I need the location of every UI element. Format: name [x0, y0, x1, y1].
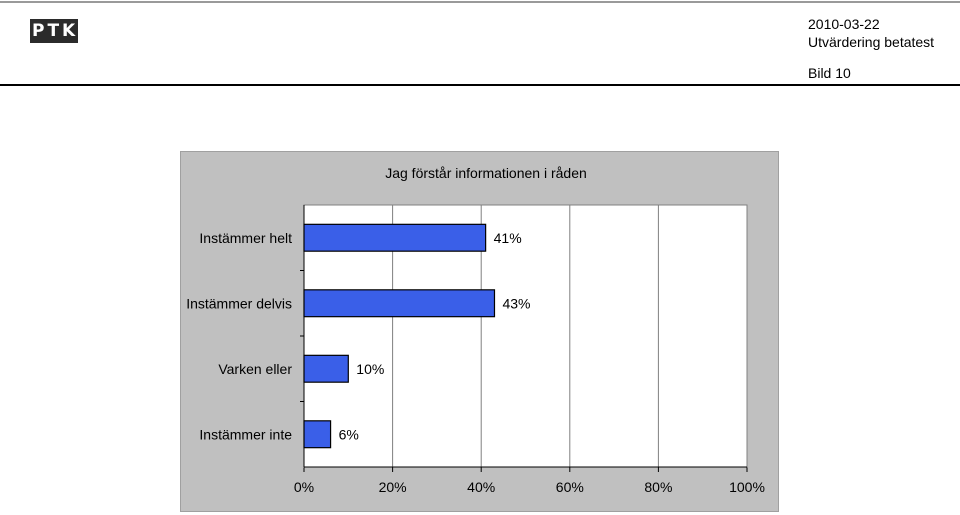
x-tick-label: 40%: [467, 479, 495, 495]
slide-number: Bild 10: [808, 65, 851, 81]
x-tick-label: 0%: [294, 479, 314, 495]
data-label: 43%: [502, 295, 530, 311]
chart-title: Jag förstår informationen i råden: [385, 165, 587, 181]
header-date: 2010-03-22: [808, 16, 880, 32]
data-label: 10%: [356, 361, 384, 377]
ptk-logo: PTK: [30, 19, 79, 43]
data-label: 41%: [494, 230, 522, 246]
top-rule: [0, 1, 960, 3]
x-tick-label: 60%: [556, 479, 584, 495]
header-subtitle: Utvärdering betatest: [808, 34, 935, 50]
data-label: 6%: [339, 426, 359, 442]
x-tick-label: 100%: [729, 479, 765, 495]
bar: [303, 354, 349, 383]
bar: [303, 289, 496, 318]
header-rule: [0, 84, 960, 86]
category-label: Instämmer inte: [199, 426, 292, 442]
bar: [303, 223, 487, 252]
category-label: Varken eller: [218, 361, 292, 377]
category-label: Instämmer delvis: [186, 295, 292, 311]
x-tick-label: 20%: [379, 479, 407, 495]
bar: [303, 420, 332, 449]
category-label: Instämmer helt: [199, 230, 292, 246]
x-tick-label: 80%: [644, 479, 672, 495]
